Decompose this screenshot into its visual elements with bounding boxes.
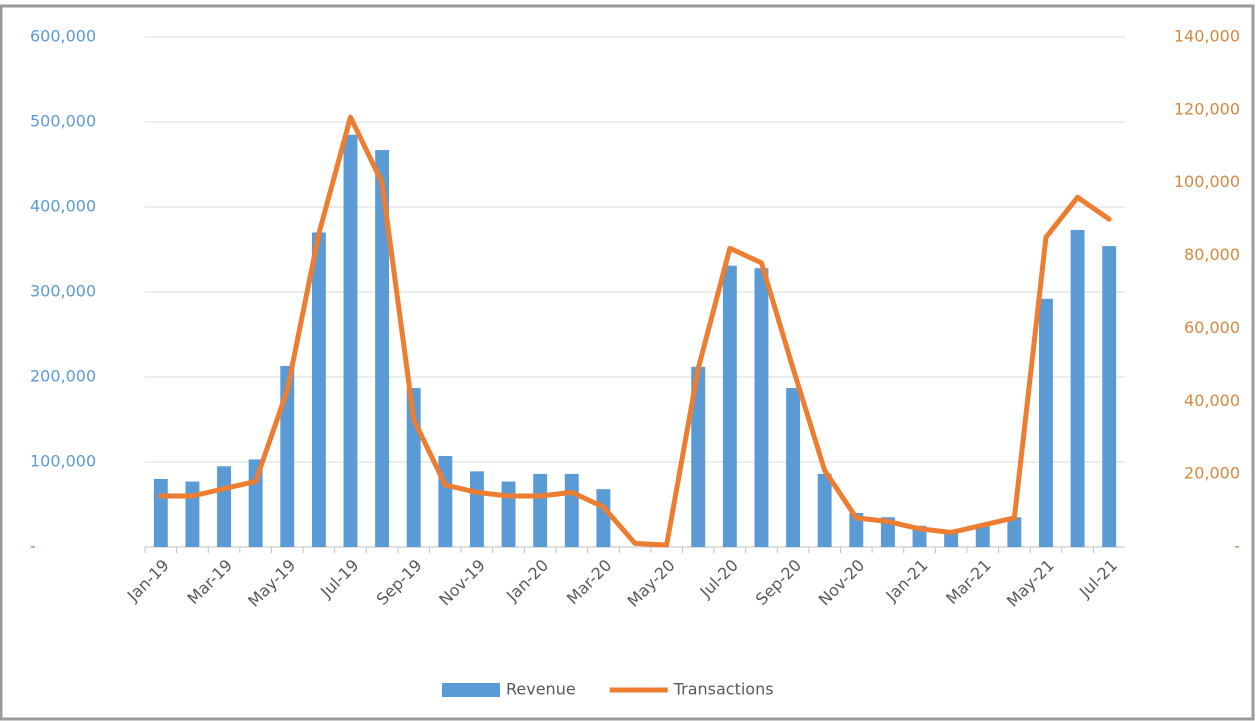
bar [375,150,390,548]
bar [153,479,168,547]
y-tick-label: 100,000 [30,452,96,471]
bar [754,268,769,547]
y2-tick-label: 60,000 [1184,318,1240,337]
bar [185,481,200,547]
y2-tick-label: 100,000 [1174,172,1240,191]
y2-tick-label: 140,000 [1174,27,1240,46]
bar [343,134,358,547]
bar [1102,246,1117,547]
bar [1007,517,1022,547]
y2-tick-label: - [1234,537,1240,556]
y-tick-label: 600,000 [30,27,96,46]
legend-label: Revenue [506,680,576,699]
chart-border [0,4,1255,721]
legend-label: Transactions [673,680,774,699]
bar [564,473,579,547]
bar [596,489,611,547]
bar [975,525,990,547]
bar [469,471,484,547]
y2-tick-label: 120,000 [1174,99,1240,118]
bar [817,473,832,547]
bar [501,481,516,547]
y2-tick-label: 20,000 [1184,464,1240,483]
bar [533,473,548,547]
bar [1039,298,1053,547]
y-tick-label: - [30,537,36,556]
bar [280,365,295,547]
bar [311,232,326,547]
line [158,114,1112,548]
y-tick-label: 400,000 [30,197,96,216]
bar [1070,229,1085,547]
y2-tick-label: 80,000 [1184,245,1240,264]
y2-tick-label: 40,000 [1184,391,1240,410]
y-tick-label: 300,000 [30,282,96,301]
bar [691,366,706,547]
y-tick-label: 500,000 [30,112,96,131]
bar [786,388,801,547]
bar [849,513,864,547]
bar [722,265,737,547]
bar [217,466,231,547]
y-tick-label: 200,000 [30,367,96,386]
legend-swatch [442,683,500,697]
